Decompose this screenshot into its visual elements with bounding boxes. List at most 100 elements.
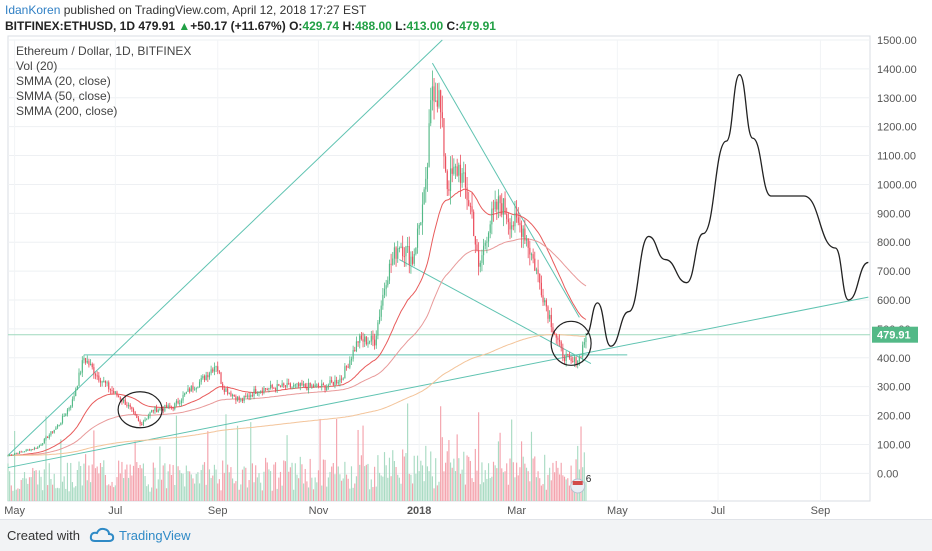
volume-bar: [319, 418, 321, 501]
volume-bar: [279, 471, 282, 501]
candle-body: [522, 228, 524, 237]
candle-body: [35, 447, 37, 449]
volume-bar: [119, 473, 121, 501]
volume-bar: [261, 490, 263, 501]
volume-bar: [514, 477, 516, 501]
candle-body: [483, 245, 485, 256]
volume-bar: [454, 471, 457, 501]
volume-bar: [149, 491, 151, 501]
candle-body: [179, 403, 181, 405]
volume-bar: [512, 462, 514, 501]
volume-bar: [445, 462, 447, 501]
candle-body: [560, 341, 562, 348]
volume-bar: [134, 441, 136, 501]
volume-bar: [246, 487, 249, 501]
volume-bar: [165, 488, 168, 501]
volume-bar: [61, 481, 64, 501]
candle-body: [496, 201, 498, 210]
candle-body: [78, 372, 80, 386]
volume-bar: [558, 474, 561, 501]
y-tick-label: 300.00: [877, 382, 911, 394]
volume-bar: [516, 462, 518, 501]
volume-bar: [60, 439, 62, 501]
volume-bar: [402, 449, 404, 501]
volume-bar: [453, 458, 455, 501]
volume-bar: [256, 477, 258, 501]
volume-bar: [425, 445, 427, 501]
candle-body: [58, 425, 60, 427]
candle-body: [349, 360, 351, 368]
volume-bar: [215, 469, 217, 501]
candle-body: [359, 335, 361, 343]
volume-bar: [194, 483, 196, 501]
author-link[interactable]: IdanKoren: [5, 3, 61, 17]
volume-bar: [304, 468, 306, 501]
legend-item: SMMA (20, close): [16, 74, 111, 88]
candle-body: [563, 357, 566, 362]
volume-bar: [30, 477, 32, 501]
volume-bar: [235, 481, 237, 501]
candle-body: [127, 404, 130, 406]
candle-body: [352, 349, 354, 359]
high-label: H:: [342, 19, 356, 33]
volume-bar: [352, 487, 354, 501]
volume-bar: [337, 466, 339, 501]
volume-bar: [509, 458, 511, 501]
price-chart[interactable]: 1500.00 1400.00 1300.00 1200.00 1100.00 1000.…: [0, 34, 932, 519]
volume-bar: [144, 476, 146, 501]
volume-bar: [392, 450, 394, 501]
volume-bar: [303, 483, 305, 501]
volume-bar: [473, 481, 475, 501]
candle-body: [443, 118, 445, 157]
volume-bar: [478, 412, 480, 501]
candle-body: [232, 394, 234, 397]
volume-bar: [474, 448, 476, 501]
candle-body: [218, 371, 220, 373]
candle-body: [43, 438, 45, 444]
candle-body: [380, 305, 382, 317]
tradingview-link[interactable]: TradingView: [119, 528, 191, 543]
volume-bar: [443, 471, 445, 501]
candle-body: [251, 395, 253, 397]
volume-bar: [464, 484, 466, 501]
last-price: 479.91: [138, 19, 176, 33]
volume-bar: [547, 474, 549, 501]
volume-bar: [103, 460, 105, 501]
y-tick-label: 1100.00: [877, 151, 916, 163]
candle-body: [570, 358, 572, 362]
volume-bar: [104, 474, 107, 501]
candle-body: [48, 435, 50, 438]
volume-bar: [121, 461, 123, 501]
candle-body: [245, 395, 247, 397]
volume-bar: [268, 469, 270, 501]
candle-body: [50, 431, 52, 436]
candle-body: [392, 258, 394, 265]
volume-bar: [255, 465, 257, 501]
y-tick-label: 1000.00: [877, 179, 917, 191]
volume-bar: [222, 460, 224, 501]
low-value: 413.00: [406, 19, 444, 33]
volume-bar: [375, 486, 377, 501]
candle-body: [365, 336, 367, 345]
candle-body: [362, 339, 364, 342]
volume-bar: [190, 474, 192, 501]
volume-bar: [293, 489, 295, 501]
volume-bar: [27, 483, 29, 501]
candle-body: [15, 453, 17, 455]
candle-body: [288, 383, 290, 385]
volume-bar: [38, 470, 40, 501]
candle-body: [580, 356, 582, 358]
volume-bar: [296, 474, 298, 501]
volume-bar: [48, 463, 50, 501]
candle-body: [248, 395, 250, 397]
volume-bar: [78, 461, 80, 501]
candle-body: [266, 389, 268, 391]
candle-body: [369, 341, 371, 343]
volume-bar: [83, 463, 85, 501]
volume-bar: [332, 463, 334, 501]
candle-body: [180, 400, 182, 404]
volume-bar: [316, 482, 318, 501]
volume-bar: [354, 483, 356, 501]
last-price-tag-label: 479.91: [877, 330, 911, 342]
y-tick-label: 900.00: [877, 208, 911, 220]
